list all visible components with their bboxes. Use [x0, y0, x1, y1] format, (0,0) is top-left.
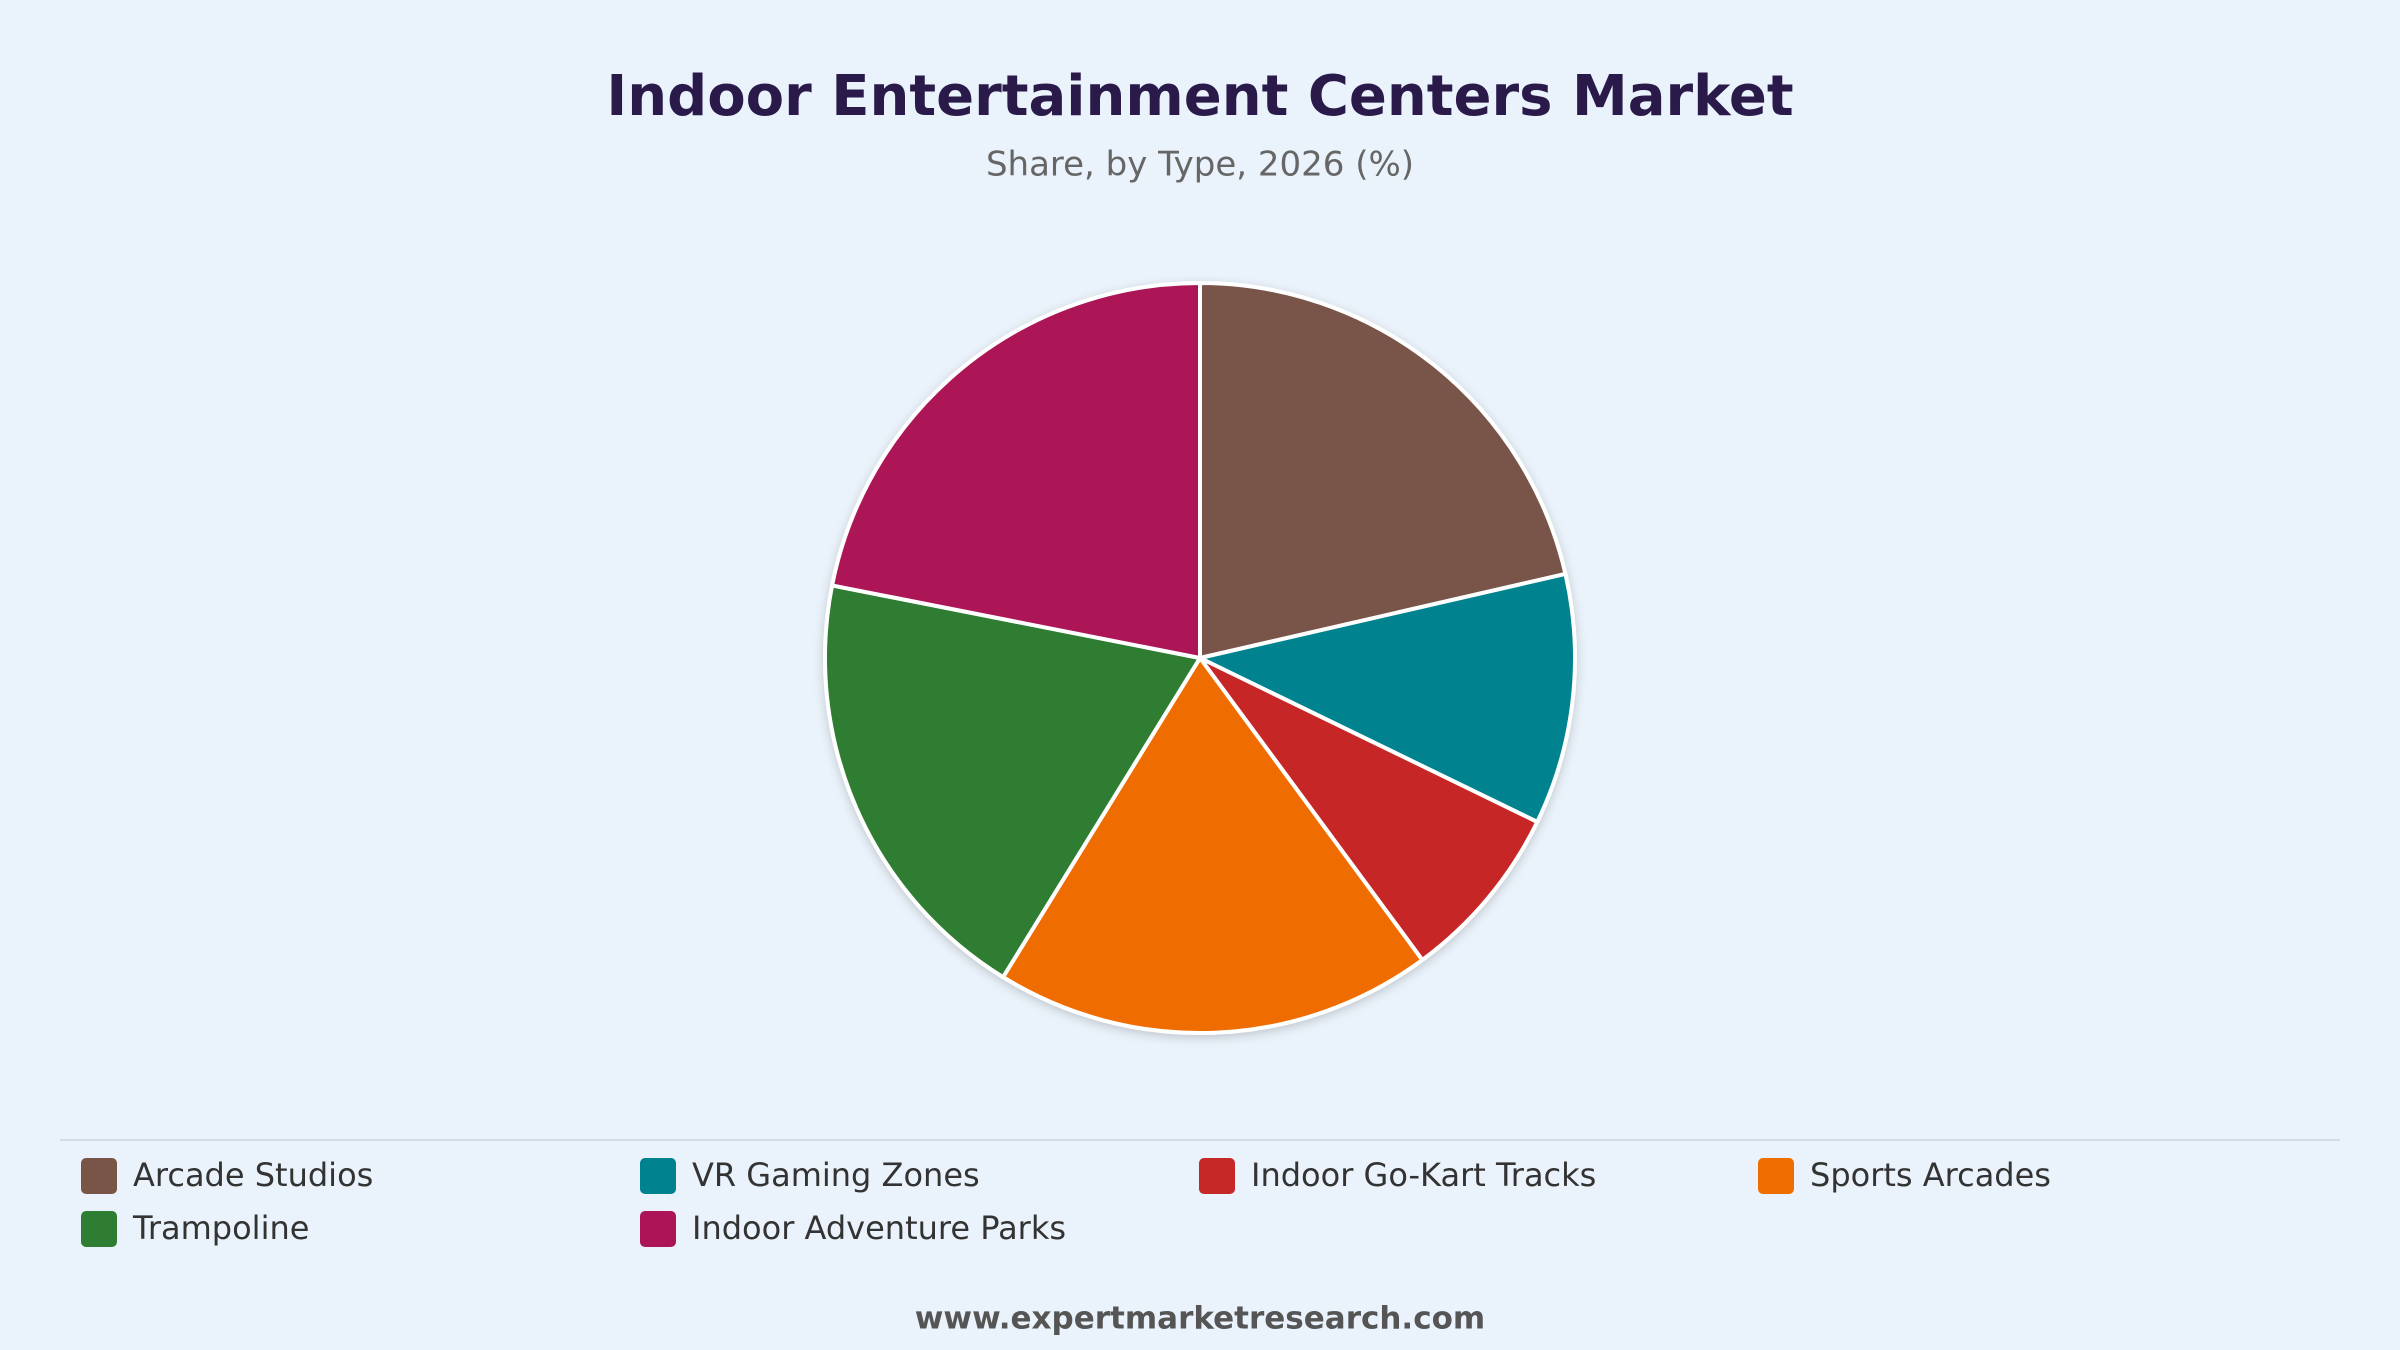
legend-swatch [1758, 1158, 1794, 1194]
legend-label: Indoor Go-Kart Tracks [1251, 1156, 1596, 1194]
pie-slice [830, 281, 1202, 660]
legend-label: Sports Arcades [1810, 1156, 2051, 1194]
legend-swatch [1199, 1158, 1235, 1194]
legend-swatch [640, 1211, 676, 1247]
legend-swatch [81, 1211, 117, 1247]
legend-label: Indoor Adventure Parks [692, 1209, 1066, 1247]
pie-slice [1198, 571, 1577, 824]
chart-title: Indoor Entertainment Centers Market [606, 64, 1793, 129]
pie-slice [823, 583, 1202, 980]
legend-label: VR Gaming Zones [692, 1156, 980, 1194]
source: www.expertmarketresearch.com [915, 1301, 1485, 1337]
legend-swatch [640, 1158, 676, 1194]
pie-slice [1001, 656, 1425, 1035]
legend-label: Arcade Studios [133, 1156, 373, 1194]
legend-swatch [81, 1158, 117, 1194]
legend: Arcade Studios VR Gaming Zones Indoor Go-K… [81, 1156, 2051, 1247]
pie-slice [1198, 656, 1540, 962]
legend-label: Trampoline [132, 1209, 309, 1247]
chart-subtitle: Share, by Type, 2026 (%) [986, 145, 1414, 185]
pie-slice [1198, 281, 1568, 660]
pie [823, 281, 1577, 1035]
